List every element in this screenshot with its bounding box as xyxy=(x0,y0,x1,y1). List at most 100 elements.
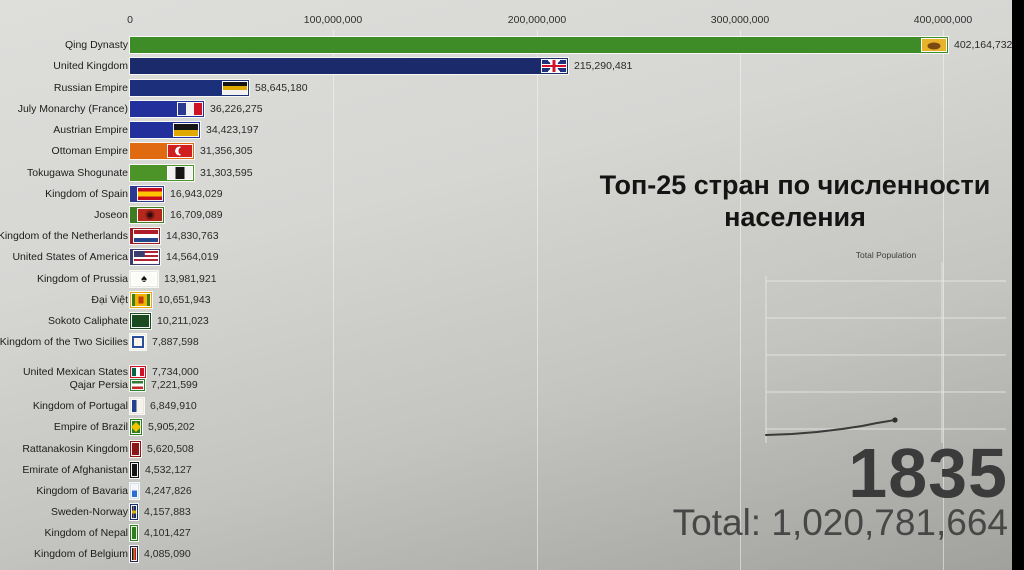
afghanistan-flag-icon xyxy=(131,463,138,477)
france-flag-icon xyxy=(177,102,203,116)
bar-label: July Monarchy (France) xyxy=(17,103,128,115)
bar xyxy=(130,504,138,520)
bar-value: 5,620,508 xyxy=(147,443,194,455)
bar xyxy=(130,122,200,138)
bar-value: 31,303,595 xyxy=(200,167,253,179)
bar xyxy=(130,366,146,378)
series-endpoint-dot xyxy=(892,417,898,423)
portugal-flag-icon xyxy=(131,399,143,413)
page-title: Топ-25 стран по численности населения xyxy=(599,170,991,232)
bar-label: Đại Việt xyxy=(91,294,128,306)
bar-value: 215,290,481 xyxy=(574,60,633,72)
rattanakosin-flag-icon xyxy=(131,442,140,456)
bar-value: 13,981,921 xyxy=(164,273,217,285)
bar xyxy=(130,334,146,350)
bar-label: Kingdom of Spain xyxy=(45,188,128,200)
austria-flag-icon xyxy=(173,123,199,137)
bar-label: Ottoman Empire xyxy=(51,145,128,157)
ottoman-flag-icon xyxy=(167,144,193,158)
bar-value: 7,887,598 xyxy=(152,336,199,348)
total-population-series-line xyxy=(765,419,896,436)
bar-value: 7,221,599 xyxy=(151,379,198,391)
bar-value: 4,157,883 xyxy=(144,506,191,518)
bar-value: 4,247,826 xyxy=(145,485,192,497)
mexico-flag-icon xyxy=(131,367,145,377)
axis-tick-400m: 400,000,000 xyxy=(913,14,973,26)
gridline-100m xyxy=(333,30,334,570)
bar-value: 14,830,763 xyxy=(166,230,219,242)
sokoto-flag-icon xyxy=(131,314,150,328)
bar-value: 14,564,019 xyxy=(166,251,219,263)
total-population-line-chart xyxy=(765,262,1006,443)
bar-value: 34,423,197 xyxy=(206,124,259,136)
bar xyxy=(130,398,144,414)
bar-label: Qing Dynasty xyxy=(64,39,128,51)
bar xyxy=(130,165,194,181)
bar-label: United States of America xyxy=(12,251,128,263)
netherlands-flag-icon xyxy=(133,229,159,243)
gridline-200m xyxy=(537,30,538,570)
twosicilies-flag-icon xyxy=(131,335,145,349)
bar-label: Joseon xyxy=(94,209,128,221)
bar-value: 36,226,275 xyxy=(210,103,263,115)
tokugawa-flag-icon xyxy=(167,166,193,180)
letterbox-bar xyxy=(1012,0,1024,570)
total-population-inset-chart: Total Population xyxy=(762,248,1010,446)
bar-value: 4,101,427 xyxy=(144,527,191,539)
bar xyxy=(130,228,160,244)
bar xyxy=(130,379,145,391)
bar xyxy=(130,292,152,308)
bar xyxy=(130,186,164,202)
bar-value: 6,849,910 xyxy=(150,400,197,412)
bar-label: Russian Empire xyxy=(53,82,128,94)
bavaria-flag-icon xyxy=(131,484,138,498)
bar-value: 7,734,000 xyxy=(152,366,199,378)
bar xyxy=(130,143,194,159)
bar-label: United Mexican States xyxy=(22,366,128,378)
bar xyxy=(130,441,141,457)
belgium-flag-icon xyxy=(131,547,137,561)
bar xyxy=(130,101,204,117)
bar-label: Kingdom of the Two Sicilies xyxy=(0,336,128,348)
usa-flag-icon xyxy=(133,250,159,264)
bar xyxy=(130,58,568,74)
axis-tick-300m: 300,000,000 xyxy=(710,14,770,26)
swedennorway-flag-icon xyxy=(131,505,137,519)
bar-label: Kingdom of the Netherlands xyxy=(0,230,128,242)
nepal-flag-icon xyxy=(131,526,137,540)
bar-label: Tokugawa Shogunate xyxy=(27,167,128,179)
bar-value: 58,645,180 xyxy=(255,82,308,94)
gridline-400m xyxy=(943,30,944,570)
bar-label: United Kingdom xyxy=(53,60,128,72)
axis-tick-0: 0 xyxy=(127,14,133,26)
bar-value: 5,905,202 xyxy=(148,421,195,433)
uk-flag-icon xyxy=(541,59,567,73)
bar-value: 16,943,029 xyxy=(170,188,223,200)
bar xyxy=(130,249,160,265)
bar xyxy=(130,419,142,435)
bar xyxy=(130,80,249,96)
bar-value: 4,085,090 xyxy=(144,548,191,560)
bar-label: Kingdom of Nepal xyxy=(44,527,128,539)
axis-tick-100m: 100,000,000 xyxy=(303,14,363,26)
bar-value: 402,164,732 xyxy=(954,39,1013,51)
bar-value: 31,356,305 xyxy=(200,145,253,157)
bar xyxy=(130,525,138,541)
bar-label: Qajar Persia xyxy=(69,379,128,391)
bar-value: 10,211,023 xyxy=(157,315,209,327)
bar xyxy=(130,207,164,223)
bar xyxy=(130,37,948,53)
daiviet-flag-icon xyxy=(131,293,151,307)
bar-label: Kingdom of Prussia xyxy=(36,273,128,285)
spain-flag-icon xyxy=(137,187,163,201)
russia-flag-icon xyxy=(222,81,248,95)
bar-label: Emirate of Afghanistan xyxy=(22,464,128,476)
inset-gridlines xyxy=(765,262,1006,443)
prussia-flag-icon xyxy=(131,272,157,286)
bar xyxy=(130,462,139,478)
axis-tick-200m: 200,000,000 xyxy=(507,14,567,26)
qing-flag-icon xyxy=(921,38,947,52)
inset-chart-title: Total Population xyxy=(855,250,917,260)
bar-label: Sokoto Caliphate xyxy=(48,315,128,327)
